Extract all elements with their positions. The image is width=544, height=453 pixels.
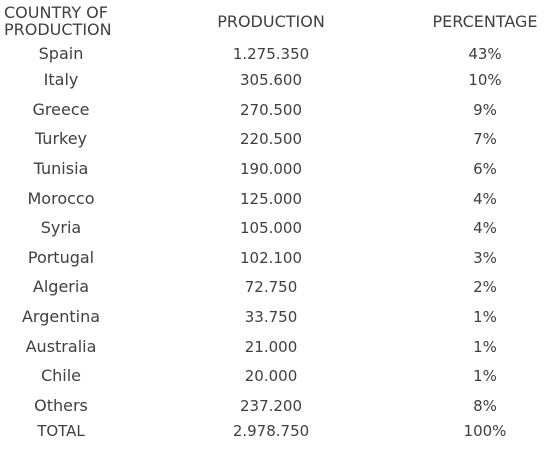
total-label: TOTAL [37,422,85,440]
percentage-cell: 4% [473,190,497,208]
production-cell: 102.100 [239,249,303,267]
percentage-cell: 2% [473,278,497,296]
production-cell: 220.500 [239,130,303,148]
column-header-country: COUNTRY OF PRODUCTION [4,3,112,39]
production-cell: 1.275.350 [232,45,310,63]
country-cell: Tunisia [33,159,89,178]
table-row: Spain 1.275.350 43% [0,42,544,66]
production-cell: 20.000 [244,367,298,385]
country-cell: Morocco [27,189,95,208]
percentage-cell: 4% [473,219,497,237]
percentage-cell: 3% [473,249,497,267]
country-cell: Others [34,396,88,415]
table-header: COUNTRY OF PRODUCTION PRODUCTION PERCENT… [0,0,544,42]
production-cell: 270.500 [239,101,303,119]
country-cell: Syria [40,218,82,237]
table-row: Turkey 220.500 7% [0,127,544,151]
total-production: 2.978.750 [232,422,310,440]
country-cell: Spain [38,44,84,63]
production-cell: 21.000 [244,338,298,356]
country-cell: Portugal [27,248,95,267]
production-cell: 237.200 [239,397,303,415]
percentage-cell: 1% [473,338,497,356]
country-cell: Italy [43,70,79,89]
table-row: Australia 21.000 1% [0,335,544,359]
total-row: TOTAL 2.978.750 100% [0,419,544,443]
percentage-cell: 7% [473,130,497,148]
country-cell: Chile [40,366,82,385]
table-row: Argentina 33.750 1% [0,305,544,329]
table-row: Others 237.200 8% [0,394,544,418]
table-row: Algeria 72.750 2% [0,275,544,299]
percentage-cell: 43% [468,45,502,63]
table-row: Morocco 125.000 4% [0,187,544,211]
table-row: Italy 305.600 10% [0,68,544,92]
country-cell: Australia [25,337,97,356]
production-cell: 305.600 [239,71,303,89]
production-cell: 33.750 [244,308,298,326]
table-row: Chile 20.000 1% [0,364,544,388]
table-row: Syria 105.000 4% [0,216,544,240]
table-row: Greece 270.500 9% [0,98,544,122]
percentage-cell: 1% [473,367,497,385]
percentage-cell: 10% [468,71,502,89]
percentage-cell: 1% [473,308,497,326]
production-cell: 72.750 [244,278,298,296]
country-cell: Turkey [34,129,88,148]
country-cell: Greece [32,100,90,119]
country-cell: Argentina [21,307,101,326]
percentage-cell: 8% [473,397,497,415]
table-row: Portugal 102.100 3% [0,246,544,270]
total-percentage: 100% [463,422,507,440]
country-cell: Algeria [32,277,90,296]
table-row: Tunisia 190.000 6% [0,157,544,181]
production-cell: 190.000 [239,160,303,178]
percentage-cell: 6% [473,160,497,178]
column-header-production: PRODUCTION [217,12,325,31]
percentage-cell: 9% [473,101,497,119]
column-header-percentage: PERCENTAGE [432,12,538,31]
production-cell: 105.000 [239,219,303,237]
production-cell: 125.000 [239,190,303,208]
